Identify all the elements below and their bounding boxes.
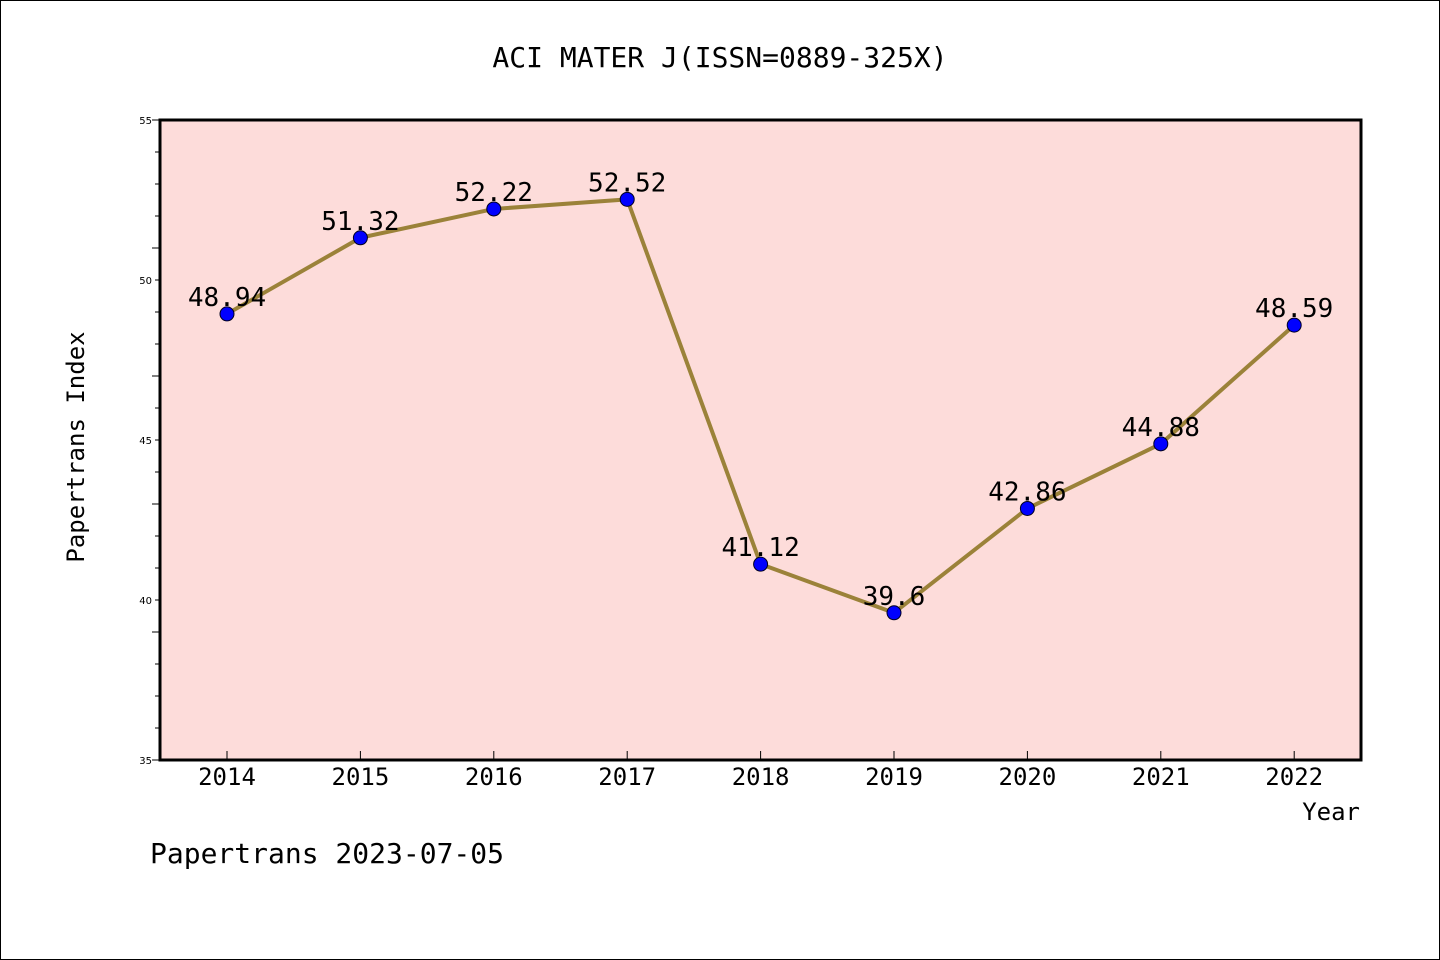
- data-point: [619, 191, 635, 207]
- data-label: 52.52: [588, 168, 666, 198]
- data-label: 41.12: [721, 533, 799, 563]
- y-tick-label: 45: [139, 436, 152, 447]
- x-axis-label: Year: [1302, 798, 1360, 826]
- x-axis: 2014 2015 2016 2017 2018 2019 2020 2021 2022: [198, 751, 1323, 791]
- data-point: [886, 605, 902, 621]
- series-markers: [219, 191, 1302, 621]
- chart-title: ACI MATER J(ISSN=0889-325X): [492, 41, 947, 74]
- data-point: [1019, 500, 1035, 516]
- x-tick-label: 2021: [1132, 763, 1190, 791]
- footer-stamp: Papertrans 2023-07-05: [150, 837, 504, 870]
- data-label: 48.94: [188, 283, 266, 313]
- y-axis: 35 40 45 50 55: [139, 116, 160, 767]
- data-point: [352, 230, 368, 246]
- x-tick-label: 2014: [198, 763, 256, 791]
- data-label: 52.22: [455, 178, 533, 208]
- data-point: [753, 556, 769, 572]
- y-axis-label: Papertrans Index: [62, 331, 90, 562]
- x-tick-label: 2018: [732, 763, 790, 791]
- data-label: 51.32: [321, 207, 399, 237]
- x-tick-label: 2015: [332, 763, 390, 791]
- data-point: [486, 201, 502, 217]
- data-point: [1153, 436, 1169, 452]
- data-labels: 48.94 51.32 52.22 52.52 41.12 39.6 42.86 44.88 4…: [188, 168, 1333, 611]
- x-tick-label: 2017: [598, 763, 656, 791]
- x-tick-label: 2016: [465, 763, 523, 791]
- data-label: 42.86: [988, 477, 1066, 507]
- data-point: [1286, 317, 1302, 333]
- x-tick-label: 2022: [1265, 763, 1323, 791]
- data-label: 48.59: [1255, 294, 1333, 324]
- y-tick-label: 40: [139, 596, 152, 607]
- y-tick-label: 50: [139, 276, 152, 287]
- data-point: [219, 306, 235, 322]
- data-label: 44.88: [1122, 413, 1200, 443]
- y-tick-label: 35: [139, 756, 152, 767]
- x-tick-label: 2019: [865, 763, 923, 791]
- y-tick-label: 55: [139, 116, 152, 127]
- x-tick-label: 2020: [999, 763, 1057, 791]
- data-label: 39.6: [863, 582, 926, 612]
